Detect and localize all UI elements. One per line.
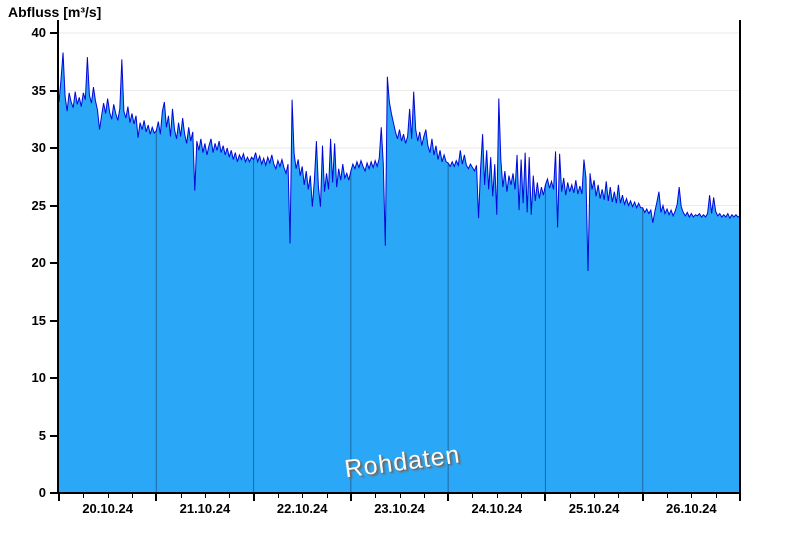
x-day-label: 20.10.24 — [82, 501, 133, 516]
y-tick — [50, 262, 58, 264]
y-tick-label: 5 — [38, 427, 46, 443]
x-tick-minor — [569, 493, 571, 498]
y-tick — [50, 204, 58, 207]
y-tick-label: 20 — [31, 255, 46, 270]
y-tick-label: 25 — [31, 197, 46, 213]
y-tick-label: 40 — [31, 25, 46, 40]
chart-title: Abfluss [m³/s] — [8, 4, 102, 20]
x-tick-minor — [667, 493, 669, 498]
x-tick-minor — [496, 493, 498, 498]
x-tick-major — [58, 493, 60, 501]
x-tick-major — [544, 493, 547, 501]
x-day-label: 21.10.24 — [179, 501, 231, 516]
y-tick — [50, 319, 58, 322]
x-day-label: 24.10.24 — [471, 501, 523, 516]
x-day-label: 25.10.24 — [568, 501, 620, 516]
y-tick-label: 30 — [31, 140, 46, 155]
x-tick-minor — [375, 493, 377, 498]
y-tick-label: 0 — [38, 485, 46, 500]
x-tick-minor — [131, 493, 133, 498]
x-axis-line — [57, 492, 741, 494]
x-tick-major — [739, 493, 741, 501]
y-tick-label: 35 — [31, 82, 46, 98]
x-tick-major — [349, 493, 352, 501]
y-axis-line — [57, 20, 59, 493]
x-tick-minor — [618, 493, 620, 498]
x-tick-minor — [521, 493, 523, 498]
x-tick-major — [641, 493, 644, 501]
y-tick-label: 10 — [31, 370, 46, 385]
y-tick — [50, 147, 58, 149]
x-tick-minor — [83, 493, 85, 498]
y-tick — [50, 377, 58, 379]
x-tick-minor — [399, 493, 401, 498]
y-tick — [50, 89, 58, 92]
x-tick-major — [252, 493, 255, 501]
x-tick-minor — [715, 493, 717, 498]
y-tick — [50, 492, 58, 494]
discharge-line — [58, 52, 741, 272]
y-tick — [50, 434, 58, 437]
plot-area — [58, 32, 741, 494]
discharge-area — [59, 52, 740, 494]
x-tick-minor — [229, 493, 231, 498]
x-day-label: 22.10.24 — [276, 501, 328, 516]
x-tick-minor — [204, 493, 206, 498]
x-day-label: 26.10.24 — [666, 501, 717, 516]
x-tick-minor — [302, 493, 304, 498]
y-tick — [50, 32, 58, 34]
right-frame-line — [739, 20, 741, 493]
x-tick-minor — [691, 493, 693, 498]
x-tick-minor — [594, 493, 596, 498]
x-tick-major — [447, 493, 450, 501]
x-tick-minor — [180, 493, 182, 498]
x-tick-minor — [472, 493, 474, 498]
x-tick-major — [155, 493, 158, 501]
x-tick-minor — [326, 493, 328, 498]
x-tick-minor — [107, 493, 109, 498]
x-tick-minor — [423, 493, 425, 498]
y-tick-label: 15 — [31, 312, 46, 328]
x-day-label: 23.10.24 — [374, 501, 425, 516]
x-tick-minor — [277, 493, 279, 498]
